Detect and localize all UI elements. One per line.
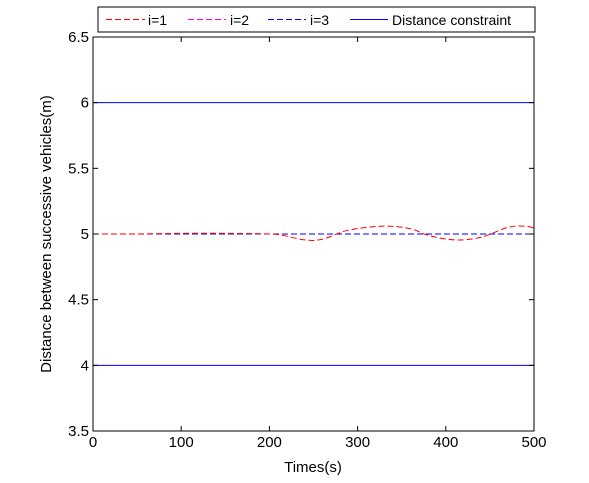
legend-box <box>97 6 536 33</box>
legend-label-i3: i=3 <box>310 12 329 28</box>
y-tick-label: 5.5 <box>68 160 89 177</box>
y-tick-label: 5 <box>81 226 89 243</box>
x-tick-label: 0 <box>89 434 97 451</box>
legend-label-distance-constraint: Distance constraint <box>392 12 511 28</box>
legend-label-i2: i=2 <box>230 12 249 28</box>
axis-layer: 0 100 200 300 400 500 3.5 4 4.5 5 5.5 6 6.5 <box>68 29 546 451</box>
y-tick-label: 6.5 <box>68 29 89 46</box>
x-axis-label: Times(s) <box>284 459 342 476</box>
y-tick-label: 4.5 <box>68 292 89 309</box>
legend: i=1 i=2 i=3 Distance constraint <box>97 6 536 33</box>
series-layer <box>92 102 535 366</box>
y-tick-label: 6 <box>81 95 89 112</box>
x-tick-label: 400 <box>433 434 458 451</box>
x-tick-label: 200 <box>257 434 282 451</box>
y-axis-label: Distance between successive vehicles(m) <box>38 95 55 373</box>
y-tick-label: 4 <box>81 357 89 374</box>
x-tick-label: 100 <box>169 434 194 451</box>
legend-label-i1: i=1 <box>148 12 167 28</box>
x-tick-label: 500 <box>521 434 546 451</box>
series-line-i1 <box>92 225 535 241</box>
y-tick-label: 3.5 <box>68 423 89 440</box>
x-tick-label: 300 <box>345 434 370 451</box>
